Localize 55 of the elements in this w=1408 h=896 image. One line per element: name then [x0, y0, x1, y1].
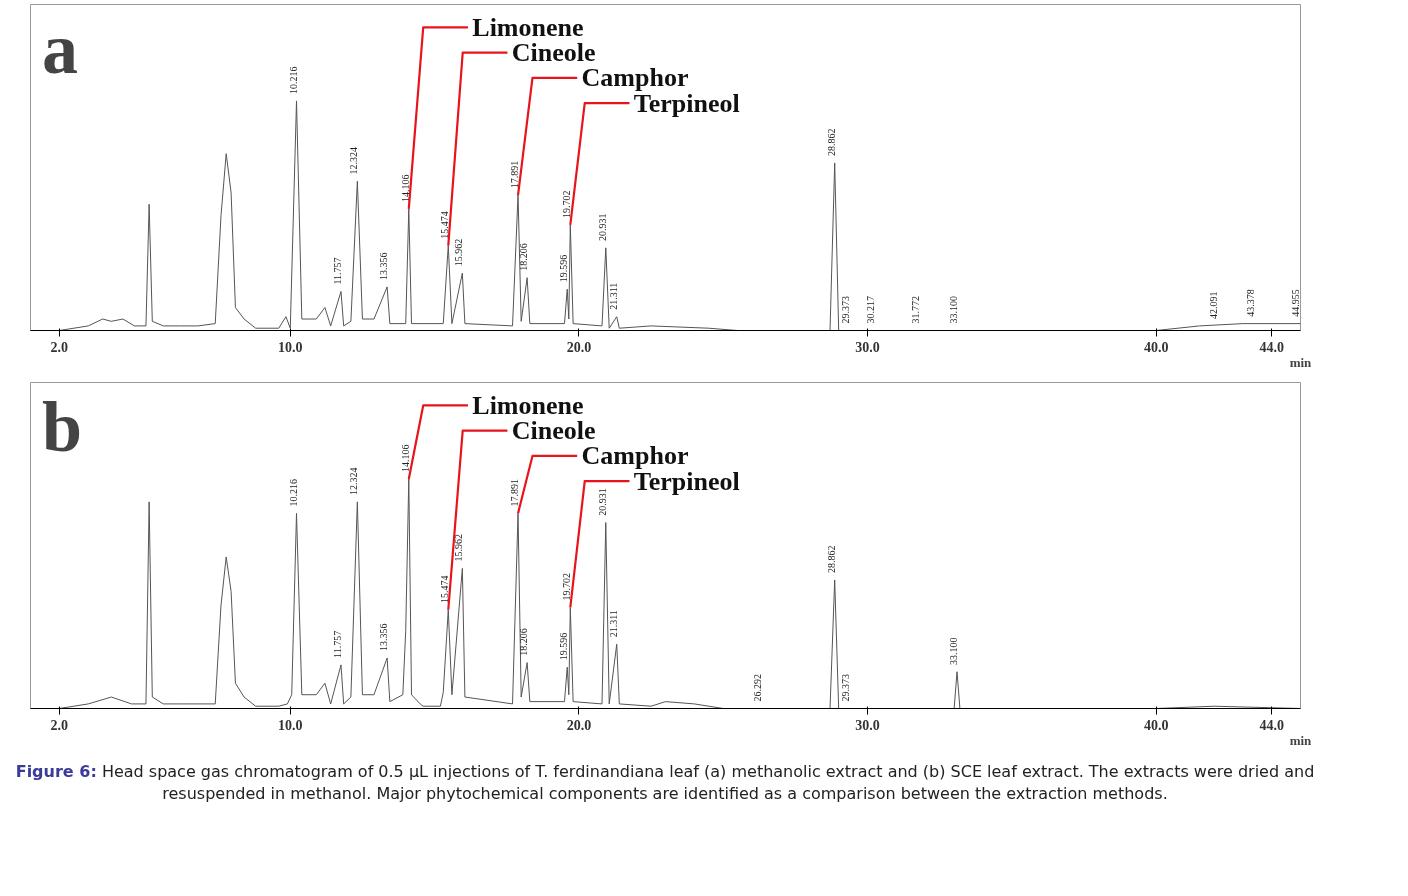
annotation: 33.100 [948, 637, 960, 665]
annotation: 13.356 [378, 252, 390, 280]
annotation: 10.216 [287, 478, 299, 507]
x-tick-label: 2.0 [50, 717, 69, 733]
x-tick-label: 20.0 [566, 717, 592, 733]
annotation: 15.962 [453, 238, 465, 267]
annotation: 30.217 [864, 296, 876, 324]
annotation: 29.373 [840, 674, 852, 702]
annotation: 11.757 [331, 257, 343, 285]
x-tick-label: 10.0 [278, 339, 303, 355]
annotation: 28.862 [825, 128, 837, 157]
annotation: 33.100 [948, 296, 960, 324]
x-tick-label: 44.0 [1259, 339, 1284, 355]
annotation: 19.702 [561, 573, 573, 601]
annotation: 20.931 [596, 488, 608, 516]
annotation: 21.311 [607, 282, 619, 310]
x-axis-title: min [1289, 732, 1313, 748]
annotation: 20.931 [596, 213, 608, 241]
annotation: 42.091 [1207, 291, 1219, 320]
annotation: 28.862 [825, 545, 837, 574]
annotation: 31.772 [909, 296, 921, 324]
annotation: 15.474 [439, 211, 451, 239]
annotation: 14.106 [399, 174, 411, 202]
annotation: 12.324 [348, 467, 360, 495]
x-axis-title: min [1289, 354, 1313, 370]
annotation: 10.216 [287, 66, 299, 95]
annotation: 18.206 [518, 628, 530, 656]
x-tick-label: 20.0 [566, 339, 592, 355]
x-tick-label: 44.0 [1259, 717, 1284, 733]
annotation: 26.292 [751, 674, 763, 702]
annotation: 15.962 [453, 534, 465, 562]
x-tick-label: 40.0 [1143, 339, 1169, 355]
chart-title: b [42, 387, 83, 468]
annotation: 13.356 [378, 623, 390, 652]
annotation: 19.702 [561, 190, 573, 219]
annotation: 44.955 [1290, 289, 1302, 317]
x-tick-label: 10.0 [278, 717, 303, 733]
x-tick-label: 30.0 [855, 717, 880, 733]
caption: Figure 6: Head space gas chromatogram of 0.5 µL injections of T. ferdinandiana leaf (a) methanolic extract and (b) SCE leaf extract. The extracts were dried and resuspended in methanol. Major phytochemical components are identified as a comparison between the extraction methods. [14, 761, 1316, 806]
annotation: 21.311 [607, 610, 619, 638]
annotation: 12.324 [348, 146, 360, 175]
annotation: 19.596 [558, 254, 570, 283]
annotation: 43.378 [1244, 289, 1256, 317]
annotation: 19.596 [558, 632, 570, 661]
annotation: 15.474 [439, 575, 451, 603]
annotation: 11.757 [331, 630, 343, 658]
annotation: 17.891 [509, 160, 521, 189]
annotation: 18.206 [518, 243, 530, 271]
x-tick-label: 40.0 [1143, 717, 1169, 733]
chart-title: a [42, 9, 79, 90]
annotation: 17.891 [509, 478, 521, 507]
x-tick-label: 2.0 [50, 339, 69, 355]
annotation: 29.373 [840, 296, 852, 324]
annotation: 14.106 [399, 444, 411, 473]
x-tick-label: 30.0 [855, 339, 880, 355]
